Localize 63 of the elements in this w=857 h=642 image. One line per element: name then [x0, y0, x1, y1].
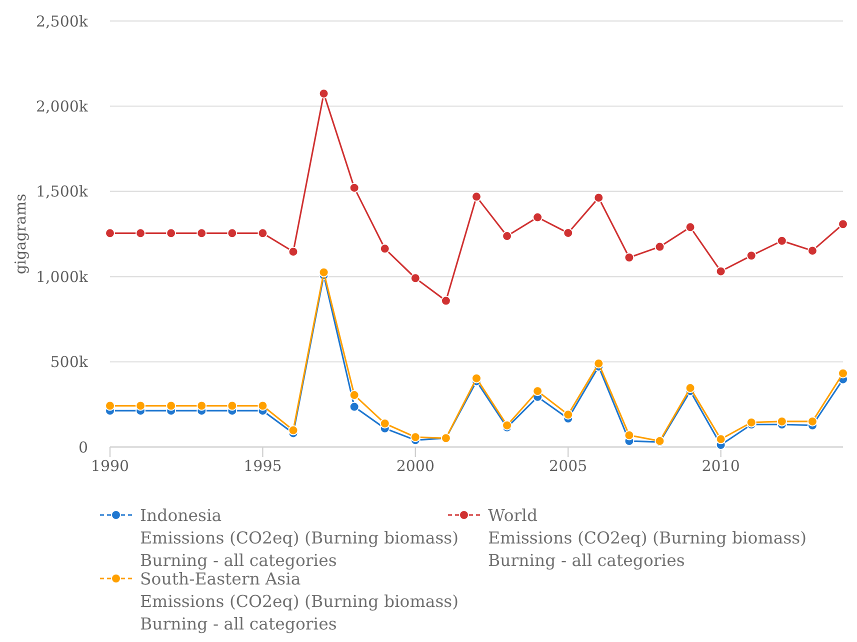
point	[502, 231, 512, 242]
point	[258, 228, 268, 238]
point	[716, 434, 726, 444]
point	[685, 383, 696, 394]
x-tick-label: 1990	[90, 457, 130, 475]
y-tick-label: 500k	[50, 353, 89, 372]
legend-label: Indonesia Emissions (CO2eq) (Burning biomass) Burning - all categories	[140, 506, 459, 570]
x-tick-label: 2000	[396, 457, 435, 475]
point	[838, 219, 848, 230]
point	[410, 432, 420, 442]
y-tick-label: 0	[78, 438, 88, 456]
point	[776, 236, 787, 246]
point	[838, 368, 848, 378]
point	[196, 228, 207, 238]
x-tick-label: 2005	[549, 457, 588, 475]
point	[624, 252, 634, 263]
point	[776, 416, 787, 426]
point	[227, 228, 238, 238]
point	[380, 244, 390, 254]
x-tick-label: 2010	[702, 457, 740, 475]
point	[807, 416, 818, 426]
point	[746, 250, 756, 261]
point	[532, 212, 543, 222]
point	[349, 402, 360, 412]
point	[746, 417, 756, 428]
legend-label: World Emissions (CO2eq) (Burning biomass) Burning - all categories	[488, 506, 807, 570]
point	[594, 192, 604, 203]
point	[594, 358, 604, 369]
point	[472, 373, 482, 384]
legend-label: South-Eastern Asia Emissions (CO2eq) (Burning biomass) Burning - all categories	[140, 569, 459, 634]
point	[227, 400, 238, 411]
point	[472, 192, 482, 202]
y-tick-label: 1,000k	[36, 268, 89, 286]
y-tick-label: 1,500k	[36, 182, 89, 201]
point	[105, 400, 115, 411]
point	[380, 418, 390, 428]
point	[685, 222, 696, 232]
x-tick-label: 1995	[244, 457, 282, 475]
point	[654, 242, 665, 252]
point	[349, 182, 360, 193]
point	[318, 267, 329, 278]
point	[624, 430, 634, 440]
point	[196, 400, 207, 411]
point	[105, 228, 115, 238]
point	[288, 425, 298, 436]
point	[136, 400, 146, 411]
y-axis-title: gigagrams	[11, 194, 30, 274]
point	[716, 266, 726, 276]
point	[563, 410, 574, 420]
point	[318, 88, 329, 99]
point	[288, 246, 298, 257]
point	[258, 400, 268, 411]
point	[166, 400, 176, 411]
point	[349, 390, 360, 400]
y-tick-label: 2,500k	[36, 12, 89, 30]
y-tick-label: 2,000k	[36, 97, 89, 116]
point	[136, 228, 146, 238]
point	[563, 228, 574, 238]
point	[807, 246, 818, 256]
point	[532, 386, 543, 396]
point	[440, 296, 451, 306]
point	[166, 228, 176, 238]
point	[410, 273, 420, 284]
